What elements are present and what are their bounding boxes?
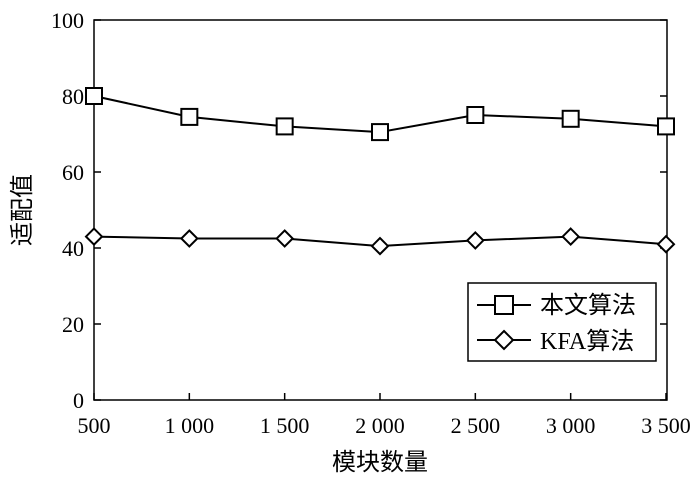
y-tick-label: 40 — [62, 236, 84, 261]
series-layer — [84, 87, 676, 256]
y-tick-label: 80 — [62, 84, 84, 109]
y-tick-label: 100 — [51, 8, 84, 33]
series-1 — [85, 87, 675, 142]
legend-item-series-1: 本文算法 — [477, 292, 636, 319]
data-point-diamond — [84, 227, 104, 247]
data-point-square — [180, 107, 199, 126]
data-point-square — [561, 109, 580, 128]
data-point-diamond — [656, 234, 676, 254]
data-point-diamond — [561, 227, 581, 247]
data-point-square — [466, 106, 485, 124]
y-tick-label: 20 — [62, 312, 84, 337]
x-tick-label: 1 500 — [260, 413, 310, 438]
data-point-diamond — [179, 229, 199, 248]
y-axis: 0 20 40 60 80 100 — [51, 8, 667, 413]
y-tick-label: 0 — [73, 388, 84, 413]
legend-diamond-marker-icon — [493, 329, 515, 351]
legend-item-series-2: KFA算法 — [477, 328, 634, 355]
x-axis: 500 1 000 1 500 2 000 2 500 3 000 3 500 — [78, 393, 691, 438]
data-point-diamond — [465, 230, 485, 250]
legend-label-series-1: 本文算法 — [540, 292, 636, 319]
data-point-diamond — [275, 229, 295, 248]
data-point-square — [85, 87, 103, 105]
x-tick-label: 2 000 — [355, 413, 405, 438]
x-tick-label: 500 — [78, 413, 111, 438]
data-point-square — [275, 117, 294, 136]
y-axis-title: 适配值 — [8, 174, 36, 246]
x-tick-label: 3 000 — [546, 413, 596, 438]
x-tick-label: 2 500 — [451, 413, 501, 438]
x-axis-title: 模块数量 — [332, 448, 428, 476]
data-point-diamond — [370, 236, 390, 256]
data-point-square — [371, 123, 389, 142]
x-tick-label: 3 500 — [641, 413, 691, 438]
data-point-square — [657, 117, 675, 136]
legend-label-series-2: KFA算法 — [540, 328, 634, 355]
x-tick-label: 1 000 — [165, 413, 215, 438]
legend-square-marker-icon — [494, 295, 514, 315]
y-tick-label: 60 — [62, 160, 84, 185]
legend: 本文算法 KFA算法 — [467, 282, 657, 362]
series-2 — [84, 227, 676, 256]
